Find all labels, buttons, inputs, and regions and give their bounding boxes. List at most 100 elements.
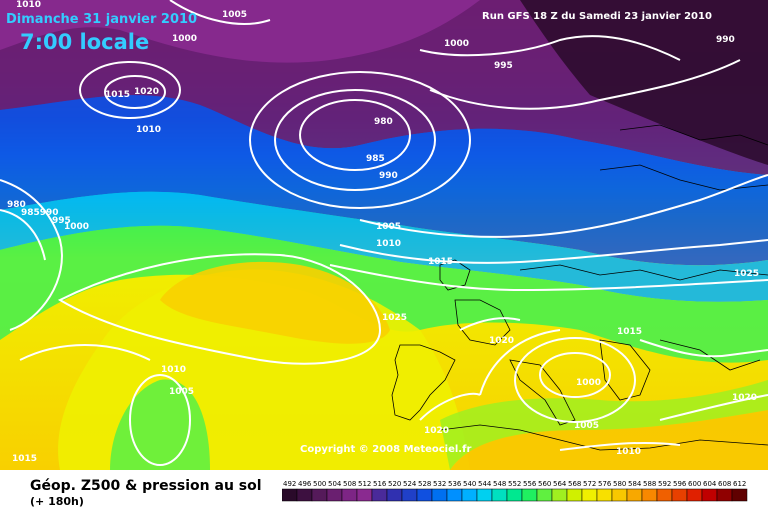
color-scale-tick-label: 508: [343, 480, 356, 488]
isobar-label: 1000: [172, 34, 197, 44]
color-scale-swatch: [282, 488, 298, 502]
isobar-label: 1015: [12, 454, 37, 464]
color-scale-swatch: [476, 488, 493, 502]
color-scale-tick-label: 608: [718, 480, 731, 488]
color-scale-swatch: [716, 488, 733, 502]
isobar-label: 1010: [616, 447, 641, 457]
color-scale-swatch: [701, 488, 718, 502]
isobar-label: 1005: [376, 222, 401, 232]
color-scale-tick-label: 512: [358, 480, 371, 488]
color-scale-swatch: [401, 488, 418, 502]
deep-low-zone: [520, 0, 768, 165]
color-scale-swatch: [596, 488, 613, 502]
color-scale-tick-label: 592: [658, 480, 671, 488]
isobar-label: 1020: [489, 336, 514, 346]
color-scale-tick-label: 528: [418, 480, 431, 488]
isobar-label: 1000: [576, 378, 601, 388]
color-scale-swatch: [536, 488, 553, 502]
color-scale-tick-label: 564: [553, 480, 567, 488]
color-scale-tick-label: 580: [613, 480, 626, 488]
isobar-label: 990: [716, 35, 735, 45]
south-east-yellow-zone: [450, 410, 768, 470]
forecast-date: Dimanche 31 janvier 2010: [6, 12, 198, 27]
color-scale-swatch: [671, 488, 688, 502]
color-scale-swatch: [686, 488, 703, 502]
isobar-labels: 1005 1000 1010 1015 1020 1010 1000 995 9…: [7, 0, 759, 464]
isobar-label: 1015: [428, 257, 453, 267]
color-scale-tick-label: 604: [703, 480, 717, 488]
color-scale-tick-label: 584: [628, 480, 642, 488]
color-scale-tick-label: 532: [433, 480, 446, 488]
color-scale-swatch: [611, 488, 628, 502]
color-scale-swatch: [641, 488, 658, 502]
color-scale-swatch: [551, 488, 568, 502]
color-scale-swatch: [416, 488, 433, 502]
color-scale-swatch: [326, 488, 343, 502]
color-scale-tick-label: 556: [523, 480, 537, 488]
color-scale-tick-label: 504: [328, 480, 342, 488]
color-scale-swatch: [491, 488, 508, 502]
color-scale-tick-label: 524: [403, 480, 417, 488]
color-scale-tick-label: 496: [298, 480, 312, 488]
color-scale-swatch: [506, 488, 523, 502]
isobar-label: 995: [52, 216, 71, 226]
isobar-label: 1000: [444, 39, 469, 49]
color-scale-tick-label: 516: [373, 480, 387, 488]
green-pocket-zone: [110, 379, 210, 470]
color-scale-tick-label: 548: [493, 480, 506, 488]
color-scale-tick-label: 596: [673, 480, 687, 488]
isobar-label: 1025: [734, 269, 759, 279]
color-scale-swatch: [296, 488, 313, 502]
color-scale-tick-label: 552: [508, 480, 521, 488]
dark-purple-zone: [0, 0, 480, 63]
color-scale-tick-label: 520: [388, 480, 401, 488]
isobar-label: 1010: [376, 239, 401, 249]
isobar-label: 1005: [574, 421, 599, 431]
color-scale-tick-label: 612: [733, 480, 746, 488]
color-scale-tick-label: 572: [583, 480, 596, 488]
color-scale-swatch: [521, 488, 538, 502]
isobar-label: 1020: [424, 426, 449, 436]
isobar-label: 980: [374, 117, 393, 127]
legend-subtitle: (+ 180h): [30, 495, 84, 508]
isobar-label: 985990: [21, 208, 59, 218]
forecast-time: 7:00 locale: [20, 30, 150, 54]
weather-map: 1005 1000 1010 1015 1020 1010 1000 995 9…: [0, 0, 768, 470]
color-scale-swatch: [461, 488, 478, 502]
isobar-label: 1005: [222, 10, 247, 20]
color-scale: 492 496 500 504 508 512 516 520 524 528 532 536 540 5…: [282, 480, 748, 502]
isobar-label: 1010: [136, 125, 161, 135]
isobars: [0, 0, 768, 465]
color-scale-tick-label: 568: [568, 480, 581, 488]
isobar-label: 1020: [134, 87, 159, 97]
isobar-label: 1010: [161, 365, 186, 375]
isobar-label: 1015: [105, 90, 130, 100]
isobar-label: 1005: [169, 387, 194, 397]
isobar-label: 1020: [732, 393, 757, 403]
isobar-label: 980: [7, 200, 26, 210]
color-scale-swatch: [731, 488, 748, 502]
color-scale-tick-label: 544: [478, 480, 492, 488]
color-scale-swatch: [626, 488, 643, 502]
isobar-label: 995: [494, 61, 513, 71]
light-blue-zone: [0, 191, 768, 302]
color-scale-tick-label: 500: [313, 480, 326, 488]
isobar-label: 1010: [16, 0, 41, 10]
color-scale-swatch: [431, 488, 448, 502]
color-scale-tick-label: 588: [643, 480, 656, 488]
color-scale-swatch: [581, 488, 598, 502]
color-scale-swatch: [566, 488, 583, 502]
orange-high-zone: [160, 261, 390, 344]
color-scale-swatch: [386, 488, 403, 502]
color-scale-tick-label: 576: [598, 480, 612, 488]
model-run-info: Run GFS 18 Z du Samedi 23 janvier 2010: [482, 11, 712, 22]
isobar-label: 1025: [382, 313, 407, 323]
color-scale-tick-label: 492: [283, 480, 296, 488]
color-scale-swatch: [341, 488, 358, 502]
green-zone: [0, 225, 768, 363]
color-scale-swatch: [311, 488, 328, 502]
isobar-label: 985: [366, 154, 385, 164]
blue-zone: [0, 95, 768, 266]
south-east-green-zone: [440, 380, 768, 470]
color-scale-swatch: [371, 488, 388, 502]
